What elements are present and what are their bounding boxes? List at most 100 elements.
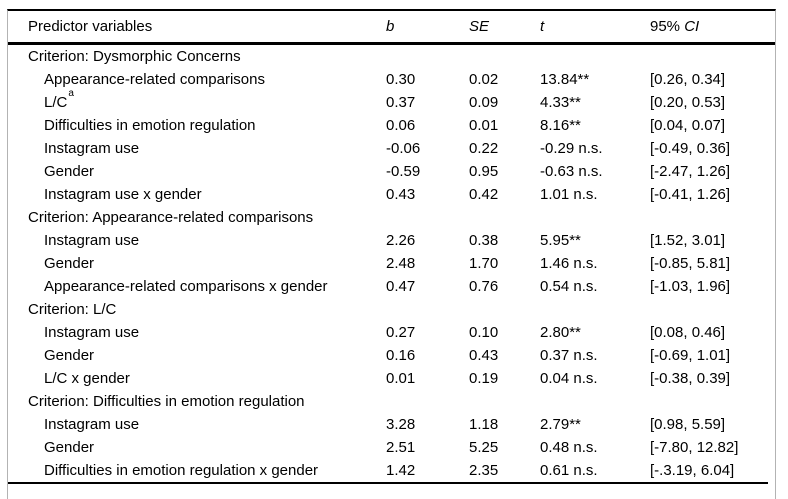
column-header-t: t	[540, 18, 545, 35]
cell-b: 2.48	[386, 255, 416, 272]
table-row: Gender 0.16 0.43 0.37 n.s. [-0.69, 1.01]	[8, 344, 775, 367]
table-row: Gender -0.59 0.95 -0.63 n.s. [-2.47, 1.26]	[8, 160, 775, 183]
criterion-section-row: Criterion: Difficulties in emotion regul…	[8, 390, 775, 413]
cell-se: 0.10	[469, 324, 499, 341]
cell-b: 2.51	[386, 439, 416, 456]
cell-ci: [-7.80, 12.82]	[650, 439, 739, 456]
table-row: Instagram use 2.26 0.38 5.95** [1.52, 3.01]	[8, 229, 775, 252]
cell-se: 2.35	[469, 462, 499, 479]
regression-results-table: Predictor variables b SE t 95% CI Criter…	[7, 9, 776, 499]
table-row: Gender 2.48 1.70 1.46 n.s. [-0.85, 5.81]	[8, 252, 775, 275]
cell-ci: [-0.69, 1.01]	[650, 347, 731, 364]
cell-se: 0.42	[469, 186, 499, 203]
ci-header-prefix: 95%	[650, 18, 685, 35]
column-header-predictor-variables: Predictor variables	[28, 18, 153, 35]
cell-se: 0.38	[469, 232, 499, 249]
cell-b: -0.06	[386, 140, 421, 157]
cell-ci: [-0.38, 0.39]	[650, 370, 731, 387]
cell-se: 0.02	[469, 71, 499, 88]
cell-se: 1.18	[469, 416, 499, 433]
cell-se: 0.19	[469, 370, 499, 387]
table-bottom-rule	[8, 482, 768, 484]
cell-ci: [0.08, 0.46]	[650, 324, 726, 341]
cell-t: 2.80**	[540, 324, 581, 341]
table-row: Difficulties in emotion regulation x gen…	[8, 459, 775, 482]
cell-ci: [1.52, 3.01]	[650, 232, 726, 249]
table-row: Instagram use 0.27 0.10 2.80** [0.08, 0.46]	[8, 321, 775, 344]
criterion-label: Criterion: Appearance-related comparison…	[28, 209, 314, 226]
cell-se: 1.70	[469, 255, 499, 272]
cell-se: 5.25	[469, 439, 499, 456]
column-header-b: b	[386, 18, 395, 35]
predictor-name: Instagram use	[44, 140, 140, 157]
predictor-name: Difficulties in emotion regulation x gen…	[44, 462, 319, 479]
cell-t: -0.63 n.s.	[540, 163, 603, 180]
cell-b: 0.16	[386, 347, 416, 364]
table-row: Appearance-related comparisons 0.30 0.02 13…	[8, 68, 775, 91]
predictor-name: Instagram use	[44, 416, 140, 433]
predictor-name: Gender	[44, 255, 95, 272]
table-row: L/Ca 0.37 0.09 4.33** [0.20, 0.53]	[8, 88, 775, 114]
cell-b: -0.59	[386, 163, 421, 180]
cell-b: 0.47	[386, 278, 416, 295]
criterion-section-row: Criterion: L/C	[8, 298, 775, 321]
predictor-name: Difficulties in emotion regulation	[44, 117, 256, 134]
predictor-name: Instagram use	[44, 232, 140, 249]
criterion-label: Criterion: Dysmorphic Concerns	[28, 48, 241, 65]
column-header-se: SE	[469, 18, 490, 35]
predictor-name: Gender	[44, 163, 95, 180]
table-header-row: Predictor variables b SE t 95% CI	[8, 11, 775, 45]
cell-ci: [-0.85, 5.81]	[650, 255, 731, 272]
cell-b: 0.30	[386, 71, 416, 88]
predictor-name: L/Ca	[44, 88, 74, 112]
table-row: L/C x gender 0.01 0.19 0.04 n.s. [-0.38, 0.3…	[8, 367, 775, 390]
predictor-name: L/C x gender	[44, 370, 130, 387]
table-row: Gender 2.51 5.25 0.48 n.s. [-7.80, 12.82]	[8, 436, 775, 459]
predictor-name: Gender	[44, 347, 95, 364]
cell-ci: [-1.03, 1.96]	[650, 278, 731, 295]
cell-t: -0.29 n.s.	[540, 140, 603, 157]
cell-ci: [0.04, 0.07]	[650, 117, 726, 134]
cell-t: 13.84**	[540, 71, 590, 88]
table-body: Criterion: Dysmorphic Concerns Appearance…	[8, 45, 775, 482]
table-row: Instagram use x gender 0.43 0.42 1.01 n.s. […	[8, 183, 775, 206]
table-row: Instagram use 3.28 1.18 2.79** [0.98, 5.59]	[8, 413, 775, 436]
criterion-section-row: Criterion: Dysmorphic Concerns	[8, 45, 775, 68]
table-row: Appearance-related comparisons x gender 0…	[8, 275, 775, 298]
cell-t: 8.16**	[540, 117, 581, 134]
cell-ci: [-0.41, 1.26]	[650, 186, 731, 203]
predictor-name: Appearance-related comparisons	[44, 71, 265, 88]
ci-header-label: CI	[684, 18, 700, 35]
cell-se: 0.43	[469, 347, 499, 364]
predictor-name: Instagram use	[44, 324, 140, 341]
cell-t: 4.33**	[540, 94, 581, 111]
criterion-section-row: Criterion: Appearance-related comparison…	[8, 206, 775, 229]
cell-ci: [0.20, 0.53]	[650, 94, 726, 111]
table-row: Difficulties in emotion regulation 0.06 0.…	[8, 114, 775, 137]
cell-ci: [-0.49, 0.36]	[650, 140, 731, 157]
predictor-name: Appearance-related comparisons x gender	[44, 278, 328, 295]
predictor-name: Gender	[44, 439, 95, 456]
cell-b: 0.27	[386, 324, 416, 341]
cell-b: 2.26	[386, 232, 416, 249]
cell-se: 0.22	[469, 140, 499, 157]
cell-se: 0.01	[469, 117, 499, 134]
cell-t: 0.48 n.s.	[540, 439, 598, 456]
footnote-marker: a	[68, 88, 74, 99]
criterion-label: Criterion: Difficulties in emotion regul…	[28, 393, 305, 410]
cell-ci: [0.98, 5.59]	[650, 416, 726, 433]
cell-b: 3.28	[386, 416, 416, 433]
cell-t: 2.79**	[540, 416, 581, 433]
cell-t: 0.54 n.s.	[540, 278, 598, 295]
cell-t: 0.61 n.s.	[540, 462, 598, 479]
cell-t: 1.46 n.s.	[540, 255, 598, 272]
cell-t: 0.37 n.s.	[540, 347, 598, 364]
cell-ci: [-2.47, 1.26]	[650, 163, 731, 180]
cell-ci: [-.3.19, 6.04]	[650, 462, 735, 479]
cell-b: 0.01	[386, 370, 416, 387]
column-header-95ci: 95% CI	[650, 15, 775, 38]
cell-b: 0.06	[386, 117, 416, 134]
cell-b: 0.37	[386, 94, 416, 111]
cell-b: 0.43	[386, 186, 416, 203]
